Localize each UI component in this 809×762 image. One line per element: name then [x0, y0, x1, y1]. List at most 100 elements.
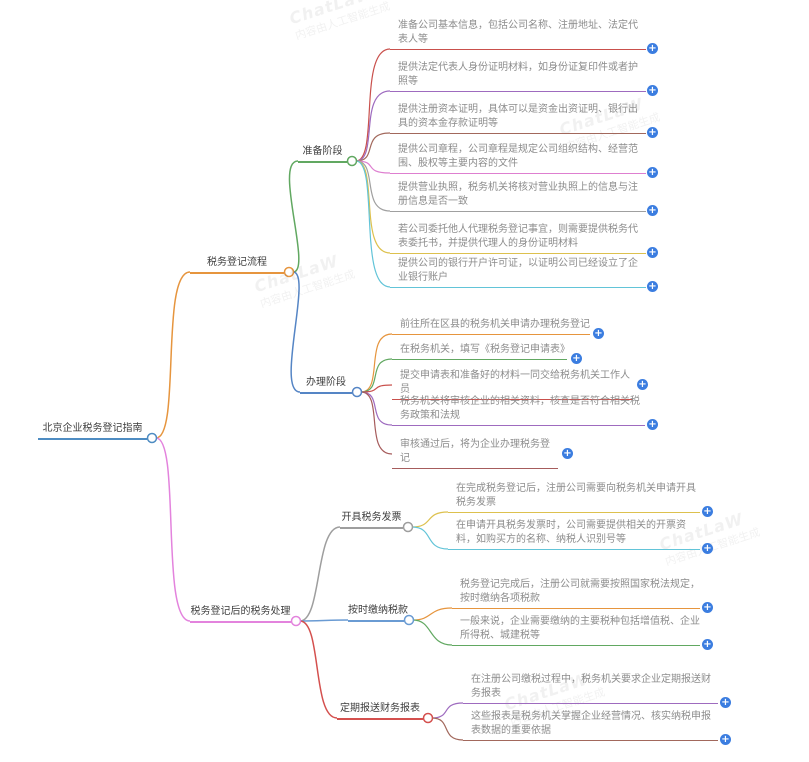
root-label: 北京企业税务登记指南 [42, 423, 143, 434]
leaf-node-handle-3[interactable]: 提交申请表和准备好的材料一同交给税务机关工作人员 [392, 369, 633, 400]
leaf-node-report-1[interactable]: 在注册公司缴税过程中，税务机关要求企业定期报送财务报表 [463, 673, 718, 704]
leaf-node-prepare-6[interactable]: 若公司委托他人代理税务登记事宜，则需要提供税务代表委托书，并提供代理人的身份证明… [390, 223, 646, 254]
expand-icon[interactable]: + [647, 85, 658, 96]
leaf-node-prepare-7[interactable]: 提供公司的银行开户许可证，以证明公司已经设立了企业银行账户 [390, 257, 646, 288]
edge-handle-leaf [360, 391, 393, 426]
leaf-text: 若公司委托他人代理税务登记事宜，则需要提供税务代表委托书，并提供代理人的身份证明… [398, 224, 638, 249]
leaf-text: 提供公司的银行开户许可证，以证明公司已经设立了企业银行账户 [398, 258, 638, 283]
branch-label: 办理阶段 [306, 377, 346, 388]
expand-icon[interactable]: + [647, 127, 658, 138]
expand-icon[interactable]: + [647, 167, 658, 178]
branch-label: 税务登记流程 [207, 257, 267, 268]
branch-label: 准备阶段 [302, 146, 343, 157]
leaf-text: 提供注册资本证明，具体可以是资金出资证明、银行出具的资本金存款证明等 [398, 104, 638, 129]
node-connector-root[interactable] [146, 432, 158, 444]
leaf-node-pay-2[interactable]: 一般来说，企业需要缴纳的主要税种包括增值税、企业所得税、城建税等 [452, 615, 700, 646]
edge-handle-leaf [360, 391, 393, 455]
leaf-text: 税务机关将审核企业的相关资料，核查是否符合相关税务政策和法规 [400, 396, 640, 421]
edge-prepare-leaf [355, 90, 391, 162]
expand-icon[interactable]: + [647, 43, 658, 54]
branch-node-handle[interactable]: 办理阶段 [300, 376, 352, 394]
branch-node-flow[interactable]: 税务登记流程 [190, 256, 284, 274]
edge-root-flow [155, 271, 191, 439]
edge-prepare-leaf [355, 48, 391, 162]
expand-icon[interactable]: + [562, 448, 573, 459]
leaf-node-invoice-2[interactable]: 在申请开具税务发票时，公司需要提供相关的开票资料，如购买方的名称、纳税人识别号等 [448, 519, 700, 550]
edge-prepare-leaf [355, 160, 391, 174]
node-connector-report[interactable] [422, 712, 434, 724]
branch-node-invoice[interactable]: 开具税务发票 [340, 511, 403, 529]
edge-handle-leaf [360, 358, 393, 393]
leaf-node-prepare-3[interactable]: 提供注册资本证明，具体可以是资金出资证明、银行出具的资本金存款证明等 [390, 103, 646, 134]
edge-flow-prepare [288, 160, 300, 273]
leaf-text: 在注册公司缴税过程中，税务机关要求企业定期报送财务报表 [471, 674, 711, 699]
leaf-text: 提交申请表和准备好的材料一同交给税务机关工作人员 [400, 370, 630, 395]
leaf-text: 这些报表是税务机关掌握企业经营情况、核实纳税申报表数据的重要依据 [471, 711, 711, 736]
branch-node-pay[interactable]: 按时缴纳税款 [348, 604, 408, 622]
leaf-text: 审核通过后，将为企业办理税务登记 [400, 439, 550, 464]
expand-icon[interactable]: + [647, 247, 658, 258]
leaf-text: 在税务机关，填写《税务登记申请表》 [400, 344, 570, 355]
edge-pay-leaf [412, 607, 453, 621]
leaf-node-pay-1[interactable]: 税务登记完成后，注册公司就需要按照国家税法规定，按时缴纳各项税款 [452, 578, 700, 609]
leaf-text: 提供营业执照，税务机关将核对营业执照上的信息与注册信息是否一致 [398, 182, 638, 207]
branch-label: 定期报送财务报表 [340, 703, 420, 714]
leaf-text: 准备公司基本信息，包括公司名称、注册地址、法定代表人等 [398, 20, 638, 45]
branch-label: 开具税务发票 [341, 512, 402, 523]
expand-icon[interactable]: + [702, 543, 713, 554]
leaf-text: 在申请开具税务发票时，公司需要提供相关的开票资料，如购买方的名称、纳税人识别号等 [456, 520, 686, 545]
branch-node-prepare[interactable]: 准备阶段 [298, 145, 347, 163]
leaf-text: 在完成税务登记后，注册公司需要向税务机关申请开具税务发票 [456, 483, 696, 508]
edge-flow-handle [290, 271, 301, 393]
edge-after-report [299, 620, 338, 719]
edge-prepare-leaf [355, 160, 391, 212]
node-connector-prepare[interactable] [346, 155, 358, 167]
leaf-node-invoice-1[interactable]: 在完成税务登记后，注册公司需要向税务机关申请开具税务发票 [448, 482, 700, 513]
expand-icon[interactable]: + [720, 697, 731, 708]
edge-prepare-leaf [355, 160, 391, 288]
root-node[interactable]: 北京企业税务登记指南 [38, 422, 147, 440]
leaf-node-prepare-5[interactable]: 提供营业执照，税务机关将核对营业执照上的信息与注册信息是否一致 [390, 181, 646, 212]
expand-icon[interactable]: + [637, 379, 648, 390]
expand-icon[interactable]: + [571, 353, 582, 364]
leaf-node-prepare-4[interactable]: 提供公司章程，公司章程是规定公司组织结构、经营范围、股权等主要内容的文件 [390, 143, 646, 174]
leaf-text: 税务登记完成后，注册公司就需要按照国家税法规定，按时缴纳各项税款 [460, 579, 700, 604]
leaf-node-handle-2[interactable]: 在税务机关，填写《税务登记申请表》 [392, 343, 570, 360]
leaf-node-handle-4[interactable]: 税务机关将审核企业的相关资料，核查是否符合相关税务政策和法规 [392, 395, 645, 426]
expand-icon[interactable]: + [593, 328, 604, 339]
node-connector-flow[interactable] [283, 266, 295, 278]
expand-icon[interactable]: + [702, 506, 713, 517]
leaf-node-report-2[interactable]: 这些报表是税务机关掌握企业经营情况、核实纳税申报表数据的重要依据 [463, 710, 718, 741]
expand-icon[interactable]: + [647, 205, 658, 216]
branch-node-after[interactable]: 税务登记后的税务处理 [190, 605, 291, 623]
edge-prepare-leaf [355, 132, 391, 162]
leaf-text: 提供公司章程，公司章程是规定公司组织结构、经营范围、股权等主要内容的文件 [398, 144, 638, 169]
expand-icon[interactable]: + [702, 639, 713, 650]
edge-pay-leaf [412, 619, 453, 646]
edge-invoice-leaf [411, 526, 449, 550]
expand-icon[interactable]: + [720, 734, 731, 745]
leaf-text: 前往所在区县的税务机关申请办理税务登记 [400, 319, 590, 330]
node-connector-invoice[interactable] [402, 521, 414, 533]
branch-node-report[interactable]: 定期报送财务报表 [337, 702, 423, 720]
leaf-node-prepare-1[interactable]: 准备公司基本信息，包括公司名称、注册地址、法定代表人等 [390, 19, 646, 50]
leaf-text: 提供法定代表人身份证明材料，如身份证复印件或者护照等 [398, 62, 638, 87]
leaf-node-prepare-2[interactable]: 提供法定代表人身份证明材料，如身份证复印件或者护照等 [390, 61, 646, 92]
edge-after-invoice [299, 526, 341, 622]
branch-label: 按时缴纳税款 [348, 605, 408, 616]
node-connector-after[interactable] [290, 615, 302, 627]
edge-handle-leaf [360, 333, 393, 393]
node-connector-handle[interactable] [351, 386, 363, 398]
expand-icon[interactable]: + [647, 281, 658, 292]
expand-icon[interactable]: + [702, 602, 713, 613]
branch-label: 税务登记后的税务处理 [190, 606, 291, 617]
leaf-node-handle-5[interactable]: 审核通过后，将为企业办理税务登记 [392, 438, 558, 469]
node-connector-pay[interactable] [403, 614, 415, 626]
edge-prepare-leaf [355, 160, 391, 254]
expand-icon[interactable]: + [647, 419, 658, 430]
edge-report-leaf [431, 702, 464, 719]
edge-root-after [155, 437, 191, 622]
leaf-node-handle-1[interactable]: 前往所在区县的税务机关申请办理税务登记 [392, 318, 590, 335]
edge-invoice-leaf [411, 511, 449, 528]
